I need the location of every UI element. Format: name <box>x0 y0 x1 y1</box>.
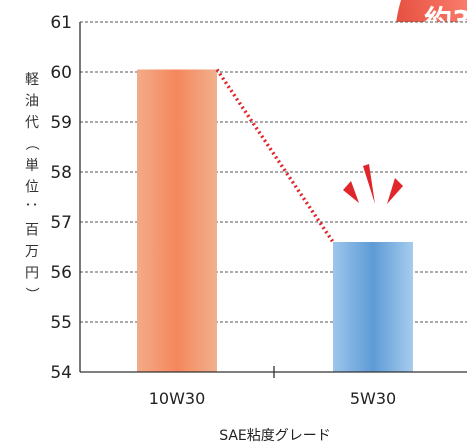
bars <box>137 69 413 372</box>
y-axis-label-char: 代 <box>25 115 39 131</box>
y-axis-label-char: 円 <box>25 266 39 282</box>
y-axis-label-char: 百 <box>25 223 39 239</box>
x-category-label: 5W30 <box>350 389 396 408</box>
burst-spike <box>363 164 375 204</box>
y-axis-label-char: 軽 <box>25 72 39 88</box>
y-axis-label-char: 油 <box>25 94 39 110</box>
y-axis-label-char: ： <box>23 201 39 215</box>
y-tick-label: 57 <box>50 213 72 233</box>
burst-spike <box>387 178 403 204</box>
y-axis-label: 軽油代 （ 単位 ： 百万円 ） <box>23 72 39 301</box>
x-category-labels: 10W30 5W30 <box>149 389 396 408</box>
x-axis-label: SAE粘度グレード <box>219 428 331 444</box>
y-tick-label: 54 <box>50 363 72 383</box>
y-tick-label: 61 <box>50 13 72 33</box>
y-axis-label-char: 単 <box>25 158 39 174</box>
y-axis-label-char: （ <box>23 137 39 151</box>
bar-5w30 <box>333 242 413 372</box>
y-axis-label-char: ） <box>23 287 39 301</box>
emphasis-burst <box>343 164 403 204</box>
y-tick-label: 60 <box>50 63 72 83</box>
y-tick-label: 58 <box>50 163 72 183</box>
y-axis-label-char: 万 <box>25 244 39 260</box>
y-tick-label: 55 <box>50 313 72 333</box>
y-tick-label: 56 <box>50 263 72 283</box>
bar-10w30 <box>137 69 217 372</box>
y-tick-label: 59 <box>50 113 72 133</box>
y-axis-label-char: 位 <box>25 180 39 196</box>
x-category-label: 10W30 <box>149 389 206 408</box>
y-tick-labels: 54 55 56 57 58 59 60 61 <box>50 13 72 383</box>
burst-spike <box>343 181 359 203</box>
